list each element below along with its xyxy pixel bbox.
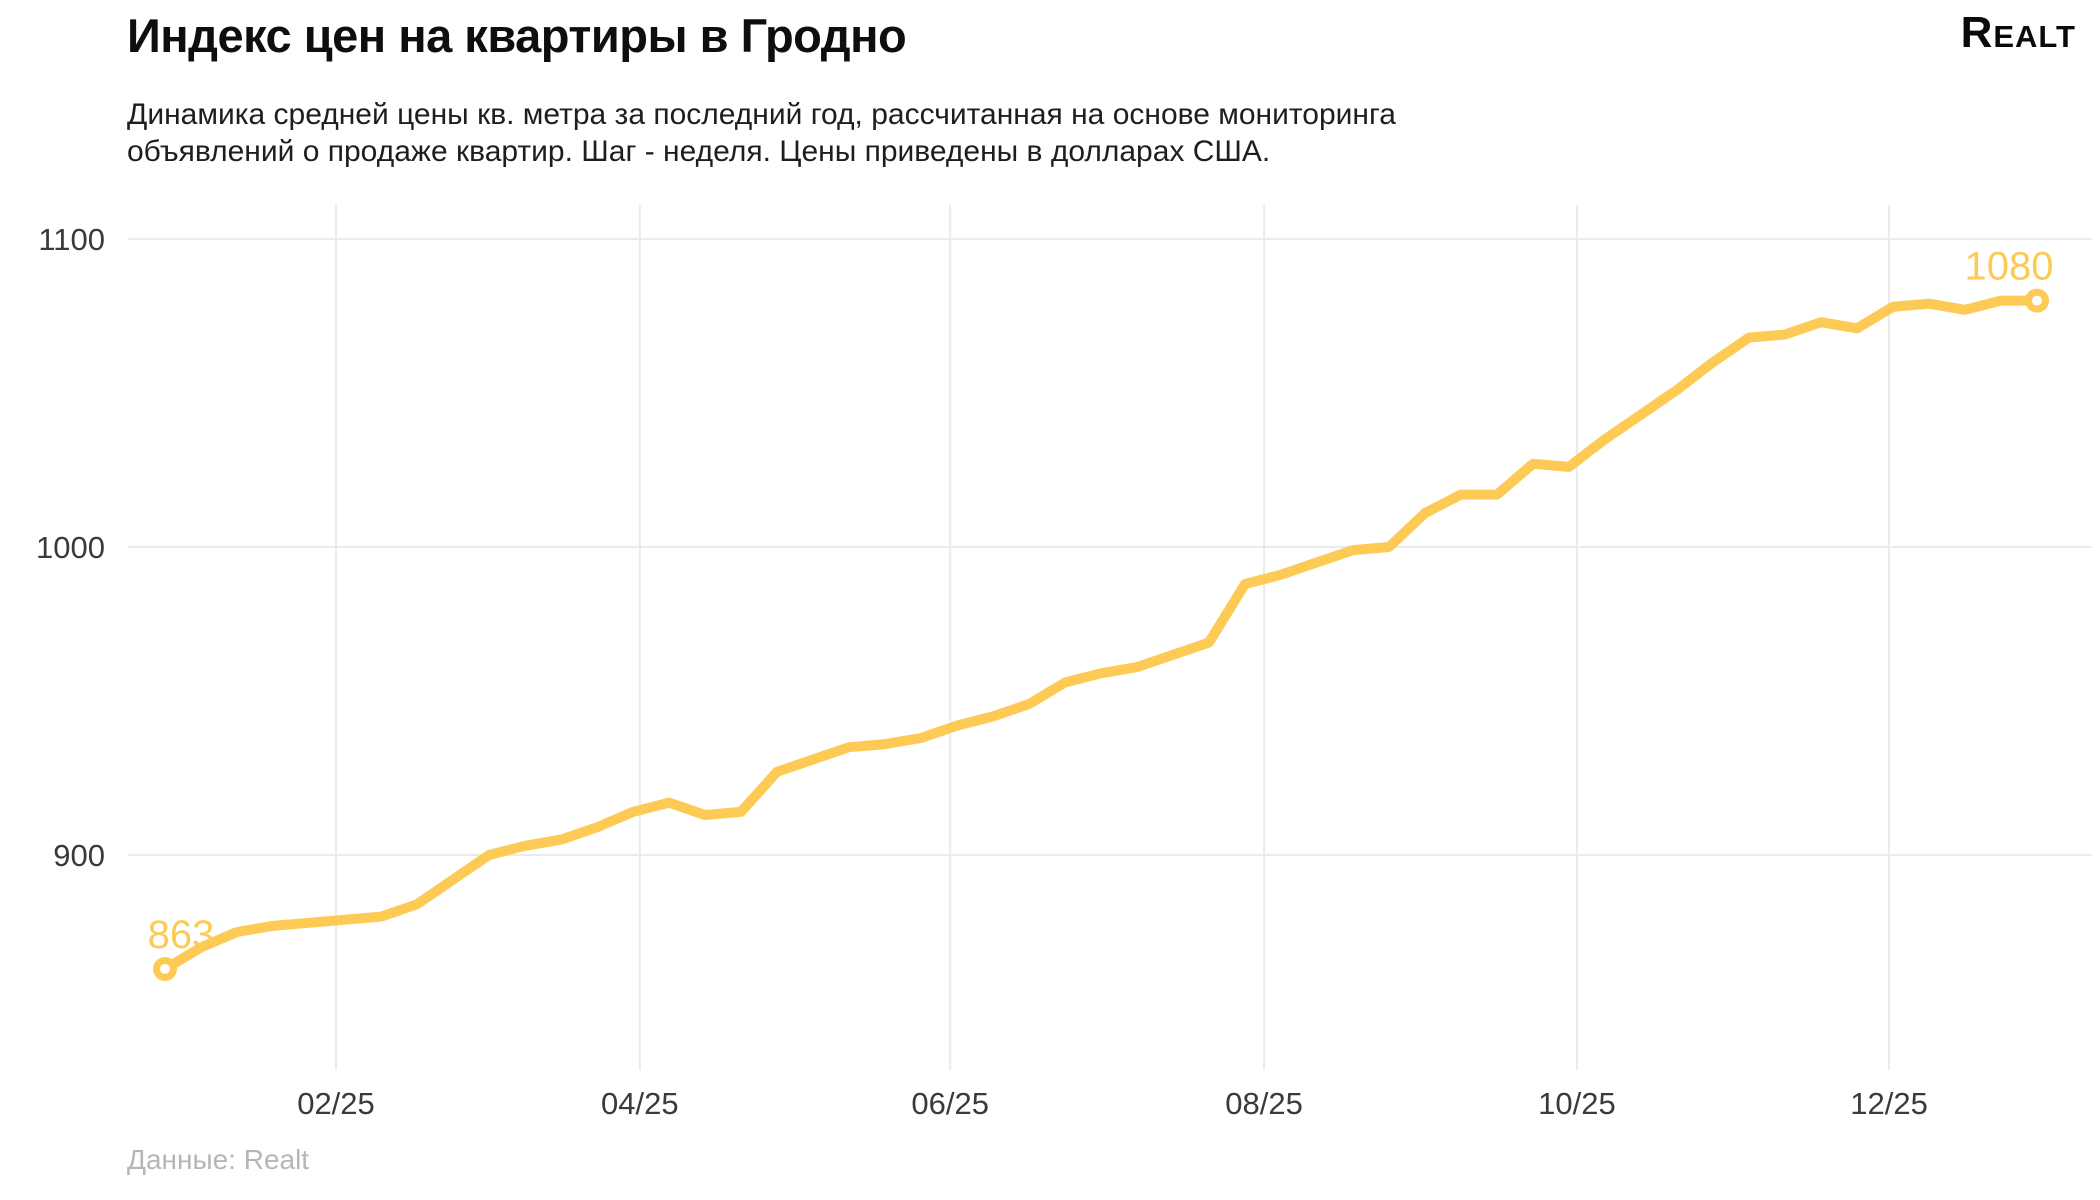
x-axis-tick-label: 02/25 [297,1086,375,1121]
y-axis-tick-label: 1000 [36,530,105,565]
start-value-label: 863 [148,913,215,957]
x-axis-tick-label: 10/25 [1538,1086,1616,1121]
y-axis-tick-label: 900 [53,838,105,873]
chart-subtitle: Динамика средней цены кв. метра за после… [127,96,1396,170]
chart-subtitle-line-2: объявлений о продаже квартир. Шаг - неде… [127,135,1271,168]
realt-logo: Realt [1960,8,2076,57]
price-index-line [160,295,2042,974]
chart-title: Индекс цен на квартиры в Гродно [127,9,907,62]
start-point-marker [153,956,177,981]
x-axis-tick-label: 08/25 [1225,1086,1303,1121]
end-point-marker [2025,288,2049,313]
x-axis-tick-label: 06/25 [911,1086,989,1121]
end-value-label: 1080 [1965,245,2054,289]
chart-subtitle-line-1: Динамика средней цены кв. метра за после… [127,98,1396,131]
data-source: Данные: Realt [127,1144,310,1175]
x-axis-tick-label: 04/25 [601,1086,679,1121]
x-axis-tick-label: 12/25 [1850,1086,1928,1121]
y-axis-tick-label: 1100 [38,222,105,257]
